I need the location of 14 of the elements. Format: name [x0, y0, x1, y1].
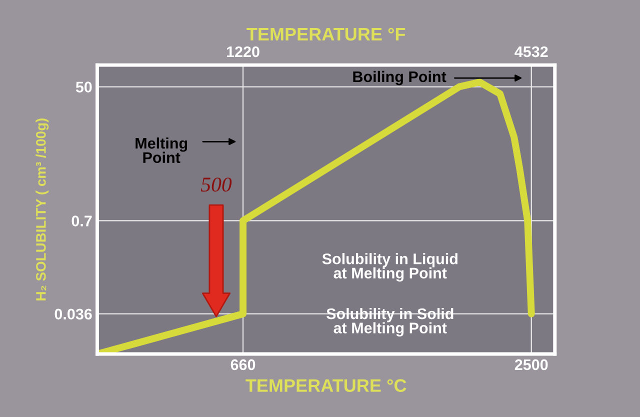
- x-axis-title: TEMPERATURE °C: [246, 379, 406, 392]
- x2-axis-title: TEMPERATURE °F: [246, 28, 406, 41]
- y-tick-label: 0.036: [54, 308, 92, 320]
- y-axis-title: H₂ SOLUBILITY ( cm³ /100g): [36, 118, 49, 300]
- annotation: Boiling Point: [353, 70, 446, 86]
- x2-tick-label: 4532: [514, 46, 548, 58]
- x2-tick-label: 1220: [226, 46, 260, 58]
- x-tick-label: 660: [230, 359, 256, 370]
- annotation: 500: [200, 178, 232, 192]
- y-tick-label: 0.7: [72, 216, 92, 226]
- annotation: Solubility in Liquid at Melting Point: [322, 253, 458, 282]
- y-tick-label: 50: [76, 82, 92, 92]
- x-tick-label: 2500: [514, 359, 548, 370]
- annotation: Melting Point: [136, 137, 188, 163]
